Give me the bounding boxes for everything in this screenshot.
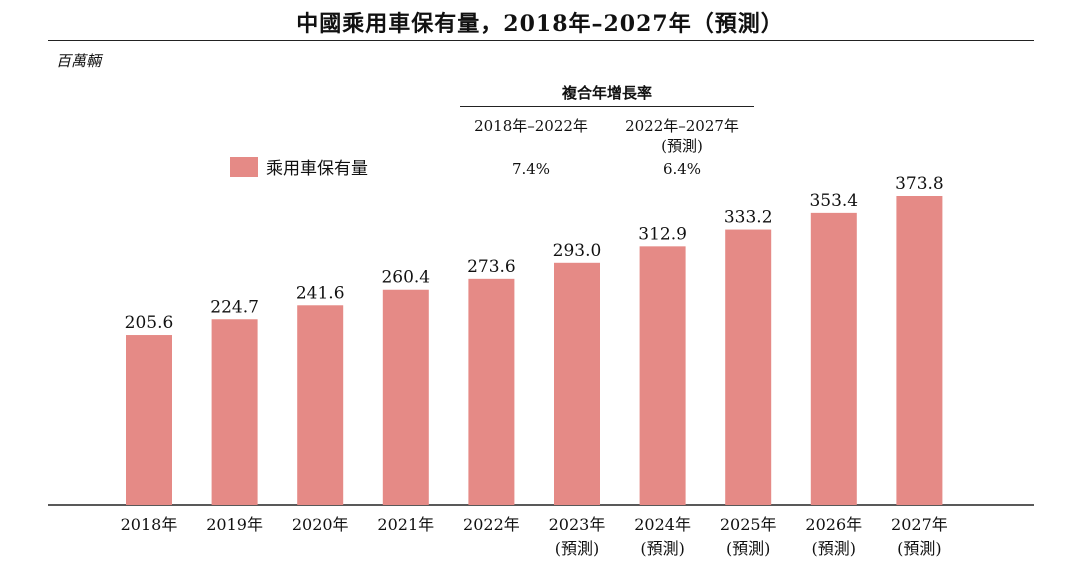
- bar-5: [468, 278, 515, 505]
- cagr-period-1-label: 2018年–2022年: [460, 116, 602, 136]
- x-tick-note-7: (預測): [640, 539, 685, 558]
- cagr-divider: [460, 106, 754, 107]
- cagr-period-2-note: (預測): [661, 137, 703, 155]
- data-label-4: 260.4: [381, 268, 430, 288]
- bar-1: [126, 335, 172, 505]
- x-tick-label-9: 2026年: [805, 515, 862, 534]
- bar-6: [554, 262, 600, 505]
- data-label-2: 224.7: [210, 297, 259, 317]
- x-tick-label-5: 2022年: [463, 515, 520, 534]
- legend-swatch: [230, 156, 258, 177]
- x-tick-label-3: 2020年: [292, 515, 349, 534]
- x-tick-label-7: 2024年: [634, 515, 691, 534]
- data-label-9: 353.4: [809, 191, 858, 211]
- x-tick-label-4: 2021年: [377, 515, 434, 534]
- legend-label: 乘用車保有量: [266, 159, 368, 179]
- x-tick-label-8: 2025年: [720, 515, 777, 534]
- bar-9: [810, 212, 857, 505]
- bar-2: [211, 319, 258, 505]
- cagr-period-2-range: 2022年–2027年: [625, 117, 739, 135]
- bar-10: [896, 196, 943, 505]
- x-tick-label-1: 2018年: [121, 515, 178, 534]
- x-tick-note-9: (預測): [812, 539, 857, 558]
- data-label-6: 293.0: [553, 241, 602, 261]
- data-label-7: 312.9: [638, 224, 687, 244]
- data-label-1: 205.6: [125, 313, 174, 333]
- cagr-period-2-value: 6.4%: [662, 160, 702, 178]
- cagr-period-1-value: 7.4%: [511, 160, 551, 178]
- legend: 乘用車保有量: [230, 154, 368, 179]
- unit-label: 百萬輛: [56, 52, 102, 70]
- data-label-3: 241.6: [296, 283, 345, 303]
- bar-8: [725, 229, 772, 505]
- data-label-10: 373.8: [895, 174, 944, 194]
- x-tick-note-10: (預測): [897, 539, 942, 558]
- cagr-title: 複合年增長率: [561, 84, 652, 102]
- data-label-8: 333.2: [724, 208, 773, 228]
- title-divider: [48, 40, 1034, 41]
- x-tick-note-8: (預測): [726, 539, 771, 558]
- bar-4: [382, 289, 429, 505]
- data-label-5: 273.6: [467, 257, 516, 277]
- x-tick-label-2: 2019年: [206, 515, 263, 534]
- cagr-period-1-range: 2018年–2022年: [474, 117, 588, 135]
- bar-7: [639, 246, 686, 505]
- x-tick-label-10: 2027年: [891, 515, 948, 534]
- chart-title: 中國乘用車保有量，2018年–2027年（預測）: [296, 11, 784, 37]
- x-tick-note-6: (預測): [555, 539, 600, 558]
- x-tick-label-6: 2023年: [549, 515, 606, 534]
- bar-3: [297, 305, 344, 505]
- cagr-period-2-label: 2022年–2027年 (預測): [610, 116, 754, 156]
